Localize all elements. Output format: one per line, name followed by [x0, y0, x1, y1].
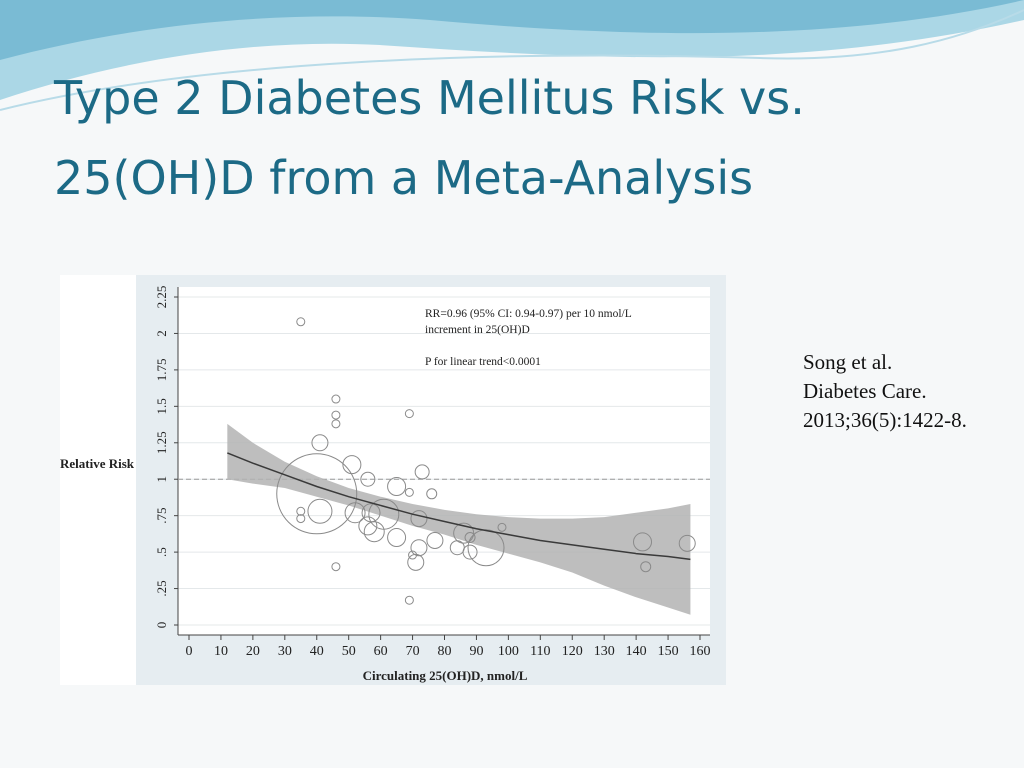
- x-tick-label: 160: [690, 644, 711, 659]
- x-tick-label: 100: [498, 644, 519, 659]
- bubble: [410, 539, 428, 557]
- y-tick-label: 2: [154, 330, 169, 337]
- x-tick-label: 110: [530, 644, 550, 659]
- fit-line: [227, 452, 691, 561]
- x-tick-label: 40: [310, 644, 324, 659]
- annotation: P for linear trend<0.0001: [425, 356, 541, 368]
- bubble: [363, 521, 385, 543]
- x-tick-label: 10: [214, 644, 228, 659]
- y-axis-label: Relative Risk: [60, 456, 135, 471]
- citation-line: Song et al.: [803, 350, 893, 374]
- bubble: [404, 595, 414, 605]
- bubble: [410, 510, 428, 528]
- bubble: [404, 409, 414, 419]
- bubble: [296, 506, 306, 516]
- bubble: [464, 532, 476, 544]
- x-tick-label: 90: [469, 644, 483, 659]
- bubble: [408, 550, 418, 560]
- bubble: [331, 410, 341, 420]
- x-tick-label: 120: [562, 644, 583, 659]
- bubble: [360, 471, 376, 487]
- bubble: [296, 514, 306, 524]
- x-tick-label: 150: [658, 644, 679, 659]
- bubble: [296, 317, 306, 327]
- x-tick-label: 70: [406, 644, 420, 659]
- annotation: increment in 25(OH)D: [425, 324, 530, 336]
- bubble: [678, 534, 696, 552]
- y-tick-label: 2.25: [154, 286, 169, 309]
- bubble: [331, 562, 341, 572]
- bubble: [307, 498, 333, 524]
- bubble: [640, 561, 652, 573]
- confidence-band: [227, 423, 691, 615]
- title-line: 25(OH)D from a Meta-Analysis: [54, 151, 754, 205]
- bubble: [407, 553, 425, 571]
- bubble: [404, 487, 414, 497]
- x-tick-label: 60: [374, 644, 388, 659]
- x-tick-label: 50: [342, 644, 356, 659]
- x-axis-label: Circulating 25(OH)D, nmol/L: [363, 668, 528, 683]
- x-tick-label: 30: [278, 644, 292, 659]
- bubble: [387, 528, 407, 548]
- x-tick-label: 140: [626, 644, 647, 659]
- x-tick-label: 20: [246, 644, 260, 659]
- title-line: Type 2 Diabetes Mellitus Risk vs.: [54, 71, 805, 125]
- y-tick-label: .25: [154, 580, 169, 596]
- y-tick-label: 1: [154, 476, 169, 483]
- bubble: [462, 544, 478, 560]
- y-tick-label: .75: [154, 508, 169, 524]
- bubble: [467, 529, 505, 567]
- bubble: [387, 477, 407, 497]
- bubble: [331, 394, 341, 404]
- chart: 0 .25 .5 .75 1 1.25 1.5 1.75 2 2.25 0 10 20 30 40 50 60 7…: [60, 275, 726, 685]
- y-tick-label: 1.25: [154, 431, 169, 454]
- x-tick-label: 0: [186, 644, 193, 659]
- x-tick-label: 130: [594, 644, 615, 659]
- bubble: [311, 434, 329, 452]
- bubble: [331, 419, 341, 429]
- y-tick-label: 0: [154, 622, 169, 629]
- x-tick-label: 80: [438, 644, 452, 659]
- bubble: [453, 522, 475, 544]
- y-tick-label: .5: [154, 547, 169, 557]
- bubble: [414, 464, 430, 480]
- citation-line: Diabetes Care.: [803, 379, 927, 403]
- slide-title: Type 2 Diabetes Mellitus Risk vs. 25(OH)…: [54, 58, 805, 218]
- annotation: RR=0.96 (95% CI: 0.94-0.97) per 10 nmol/…: [425, 308, 632, 320]
- citation: Song et al. Diabetes Care. 2013;36(5):14…: [803, 348, 967, 435]
- y-tick-label: 1.75: [154, 359, 169, 382]
- bubble: [426, 488, 438, 500]
- bubble: [426, 531, 444, 549]
- bubble: [497, 522, 507, 532]
- header-wave: [0, 0, 1024, 111]
- bubble: [276, 453, 358, 535]
- bubble: [358, 516, 378, 536]
- bubble: [342, 455, 362, 475]
- y-tick-label: 1.5: [154, 398, 169, 414]
- citation-line: 2013;36(5):1422-8.: [803, 408, 967, 432]
- bubble: [633, 532, 653, 552]
- bubble: [344, 502, 366, 524]
